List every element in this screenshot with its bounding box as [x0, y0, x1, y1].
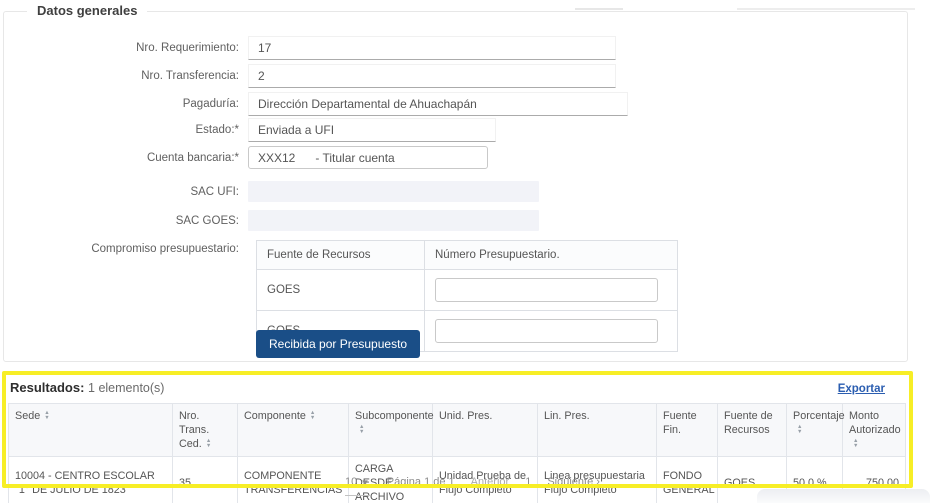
current-page-button[interactable]: 1	[525, 476, 532, 488]
cell-componente: COMPONENTE TRANSFERENCIAS	[237, 456, 349, 503]
pagination: 10 ▾ Página 1 de 1 Anterior 1 Siguiente …	[345, 476, 600, 496]
recibida-por-presupuesto-button[interactable]: Recibida por Presupuesto	[256, 330, 421, 358]
compromiso-col-fuente: Fuente de Recursos	[256, 240, 425, 270]
col-monto-autorizado[interactable]: Monto Autorizado ▲ ▼	[842, 402, 906, 458]
form-row: Cuenta bancaria:*	[0, 146, 488, 169]
cell-fuente-recursos: GOES	[717, 456, 787, 503]
sort-icon[interactable]: ▲ ▼	[797, 424, 803, 436]
form-row: SAC UFI:	[0, 181, 539, 202]
cuenta-bancaria-label: Cuenta bancaria:*	[146, 151, 239, 164]
sort-icon[interactable]: ▲ ▼	[359, 424, 365, 436]
results-table: Sede ▲ ▼ Nro. Trans. Ced. ▲ ▼ Componente ▲ ▼ S…	[8, 402, 906, 503]
fieldset-legend: Datos generales	[27, 3, 148, 18]
cell-unid-pres: Unidad Prueba de Flujo Completo	[432, 456, 538, 503]
form-row: Pagaduría:	[0, 92, 628, 116]
form-row: SAC GOES:	[0, 210, 539, 231]
compromiso-label: Compromiso presupuestario:	[91, 243, 239, 255]
corner-box	[757, 489, 930, 503]
datos-generales-fieldset	[3, 11, 908, 362]
col-lin-pres: Lin. Pres.	[537, 402, 657, 458]
compromiso-col-numero: Número Presupuestario.	[424, 240, 678, 270]
sort-icon[interactable]: ▲ ▼	[853, 438, 859, 450]
decorative-line	[737, 8, 915, 10]
sort-icon[interactable]: ▲ ▼	[205, 438, 212, 450]
estado-label: Estado:*	[195, 124, 239, 136]
col-componente[interactable]: Componente ▲ ▼	[237, 402, 349, 458]
nro-transferencia-input[interactable]	[248, 64, 616, 88]
col-subcomponente[interactable]: Subcomponente ▲ ▼	[348, 402, 434, 458]
sort-icon[interactable]: ▲ ▼	[44, 410, 50, 422]
cell-sede: 10004 - CENTRO ESCOLAR "1° DE JULIO DE 1…	[8, 456, 173, 503]
prev-page-button[interactable]: Anterior	[470, 476, 510, 488]
cell-fuente-fin: FONDO GENERAL	[656, 456, 718, 503]
nro-requerimiento-input[interactable]	[248, 36, 616, 60]
col-porcentaje[interactable]: Porcentaje ▲ ▼	[786, 402, 845, 458]
cell-subcomponente: CARGA DESDE ARCHIVO	[348, 456, 433, 503]
form-row: Nro. Requerimiento:	[0, 36, 616, 60]
nro-requerimiento-label: Nro. Requerimiento:	[136, 42, 239, 54]
cuenta-bancaria-input[interactable]	[248, 146, 488, 169]
numero-presupuestario-input-1[interactable]	[435, 278, 658, 302]
col-unid-pres: Unid. Pres.	[432, 402, 538, 458]
table-row[interactable]: 10004 - CENTRO ESCOLAR "1° DE JULIO DE 1…	[8, 456, 906, 503]
results-count: 1 elemento(s)	[88, 381, 165, 395]
cell-nro-trans-ced: 35	[172, 456, 238, 503]
sort-icon[interactable]: ▲ ▼	[309, 410, 316, 422]
fuente-recursos-cell: GOES	[256, 269, 425, 311]
numero-presupuestario-input-2[interactable]	[435, 319, 658, 343]
sac-goes-label: SAC GOES:	[175, 214, 239, 227]
next-page-button[interactable]: Siguiente ›	[547, 476, 600, 488]
results-title-label: Resultados:	[10, 380, 85, 395]
estado-input[interactable]	[248, 118, 496, 142]
col-nro-trans-ced[interactable]: Nro. Trans. Ced. ▲ ▼	[172, 402, 238, 458]
decorative-line	[575, 8, 623, 10]
page-size-select[interactable]: 10 ▾	[345, 476, 371, 496]
pagaduria-input[interactable]	[248, 92, 628, 116]
sac-ufi-input	[248, 181, 539, 202]
col-fuente-fin: Fuente Fin.	[656, 402, 718, 458]
export-link[interactable]: Exportar	[837, 383, 885, 395]
sac-ufi-label: SAC UFI:	[190, 185, 239, 198]
sac-goes-input	[248, 210, 539, 231]
col-fuente-recursos: Fuente de Recursos	[717, 402, 787, 458]
form-row: Nro. Transferencia:	[0, 64, 616, 88]
col-sede[interactable]: Sede ▲ ▼	[8, 402, 173, 458]
compromiso-header-row: Fuente de Recursos Número Presupuestario…	[256, 240, 678, 270]
results-header-row: Sede ▲ ▼ Nro. Trans. Ced. ▲ ▼ Componente ▲ ▼ S…	[8, 402, 906, 458]
page-info: Página 1 de 1	[386, 476, 455, 488]
nro-transferencia-label: Nro. Transferencia:	[141, 70, 239, 82]
pagaduria-label: Pagaduría:	[182, 98, 239, 110]
compromiso-row: GOES	[256, 269, 678, 311]
chevron-down-icon: ▾	[362, 477, 368, 489]
results-title: Resultados: 1 elemento(s)	[10, 380, 164, 395]
form-row: Estado:*	[0, 118, 496, 142]
